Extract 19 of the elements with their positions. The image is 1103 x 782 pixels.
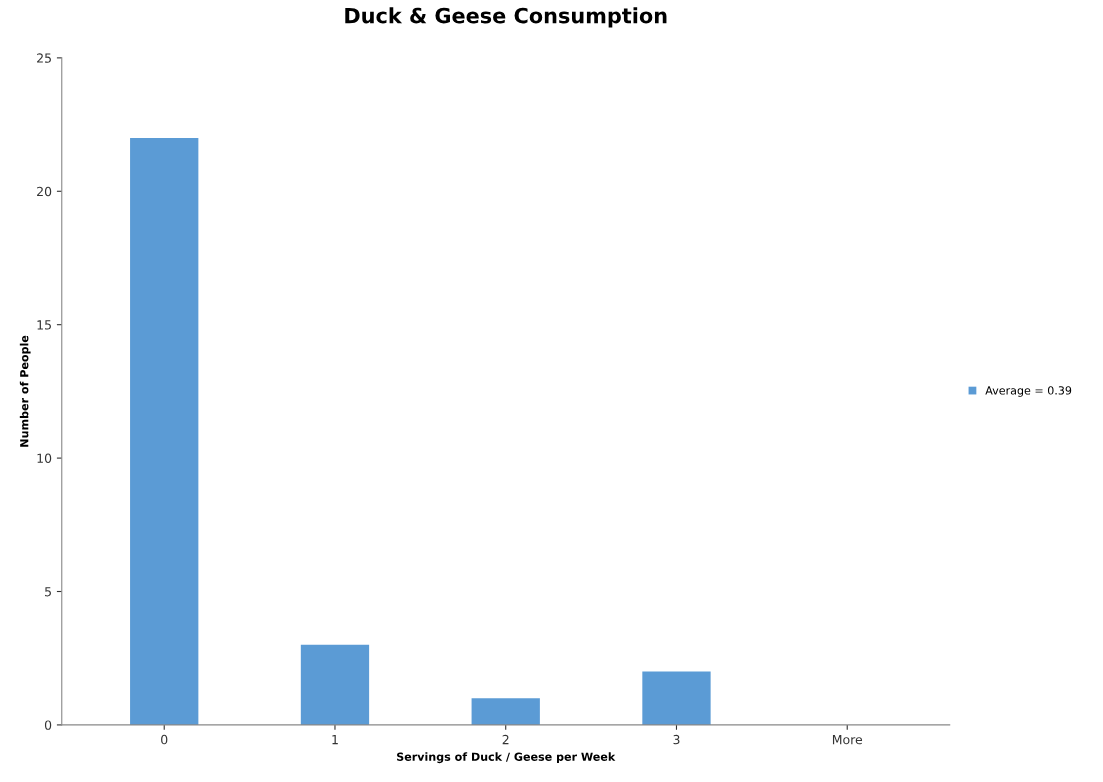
bar <box>130 137 199 725</box>
chart-title: Duck & Geese Consumption <box>345 7 667 28</box>
y-tick-label: 15 <box>37 320 51 330</box>
y-axis-title: Number of People <box>19 335 31 447</box>
x-tick-label: 3 <box>673 734 680 745</box>
y-tick-label: 20 <box>37 186 52 197</box>
bar <box>471 698 540 725</box>
x-axis-title: Servings of Duck / Geese per Week <box>397 752 616 764</box>
x-tick-label: 1 <box>332 735 338 745</box>
y-tick-label: 10 <box>37 453 52 464</box>
x-tick-label: 0 <box>161 734 168 745</box>
y-tick-label: 25 <box>37 53 51 63</box>
bar <box>642 671 711 725</box>
y-tick-label: 5 <box>45 587 51 597</box>
x-tick-label: More <box>832 735 863 745</box>
bar <box>300 644 370 725</box>
x-tick-label: 2 <box>502 734 509 745</box>
y-tick-label: 0 <box>44 720 52 730</box>
legend-label: Average = 0.39 <box>985 386 1072 397</box>
